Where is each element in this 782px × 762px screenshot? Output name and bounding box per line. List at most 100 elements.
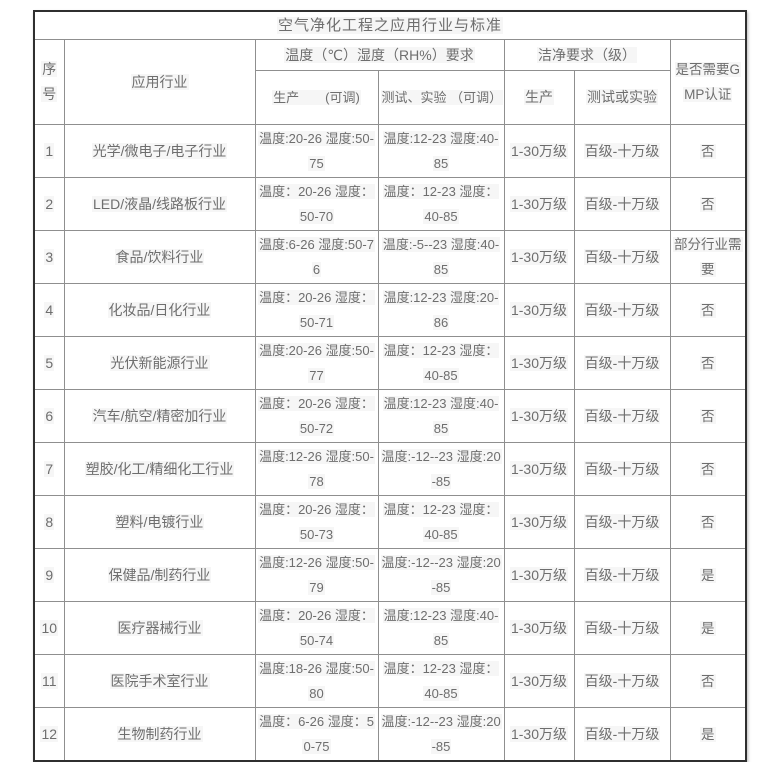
cell-clean-testing: 百级-十万级	[573, 654, 671, 708]
cell-clean-production: 1-30万级	[503, 707, 575, 762]
cell-row-number: 9	[33, 548, 65, 602]
table-title-text: 空气净化工程之应用行业与标准	[277, 17, 504, 34]
cell-temp-production: 温度:6-26 湿度:50-76	[254, 230, 379, 284]
cell-row-number: 7	[33, 442, 65, 496]
cell-temp-testing: 温度：12-23 湿度：40-85	[377, 336, 505, 390]
cell-temp-production: 温度：20-26 湿度：50-71	[254, 283, 379, 337]
cell-gmp: 否	[669, 124, 747, 178]
table-row: 11 医院手术室行业 温度:18-26 湿度:50-80 温度：12-23 湿度…	[33, 654, 747, 708]
cell-temp-testing: 温度:12-23 湿度:20-86	[377, 283, 505, 337]
header-row-groups: 序号 应用行业 温度（℃）湿度（RH%）要求 洁净要求（级） 是否需要GMP认证	[33, 39, 747, 125]
header-row-subcolumns: 生产 (可调) 测试、实验 （可调） 生产 测试或实验	[34, 70, 746, 125]
cell-temp-production: 温度:12-26 湿度:50-78	[254, 442, 379, 496]
header-temp-production: 生产 (可调)	[254, 70, 379, 125]
header-gmp: 是否需要GMP认证	[669, 39, 747, 125]
table-row: 12 生物制药行业 温度：6-26 湿度：50-75 温度:-12--23 湿度…	[33, 707, 747, 762]
cell-gmp: 是	[669, 601, 747, 655]
cell-industry: 保健品/制药行业	[63, 548, 256, 602]
cell-temp-testing: 温度：12-23 湿度：40-85	[377, 177, 505, 231]
cell-temp-production: 温度:20-26 湿度:50-77	[254, 336, 379, 390]
cell-industry: 化妆品/日化行业	[63, 283, 256, 337]
cell-clean-testing: 百级-十万级	[573, 601, 671, 655]
cell-row-number: 11	[33, 654, 65, 708]
cell-row-number: 12	[33, 707, 65, 762]
cell-clean-production: 1-30万级	[503, 336, 575, 390]
cell-clean-testing: 百级-十万级	[573, 336, 671, 390]
cell-temp-testing: 温度:-5--23 湿度:40-85	[377, 230, 505, 284]
cell-temp-production: 温度:12-26 湿度:50-79	[254, 548, 379, 602]
table-row: 6 汽车/航空/精密加行业 温度：20-26 湿度：50-72 温度:12-23…	[33, 389, 747, 443]
header-temp-humidity-group: 温度（℃）湿度（RH%）要求	[254, 39, 505, 71]
cell-row-number: 6	[33, 389, 65, 443]
cell-clean-production: 1-30万级	[503, 548, 575, 602]
table-title: 空气净化工程之应用行业与标准	[33, 10, 747, 40]
table-row: 5 光伏新能源行业 温度:20-26 湿度:50-77 温度：12-23 湿度：…	[33, 336, 747, 390]
cell-clean-production: 1-30万级	[503, 283, 575, 337]
cell-industry: 光伏新能源行业	[63, 336, 256, 390]
cell-row-number: 5	[33, 336, 65, 390]
cell-gmp: 否	[669, 283, 747, 337]
cell-clean-testing: 百级-十万级	[573, 389, 671, 443]
cell-temp-testing: 温度:12-23 湿度:40-85	[377, 124, 505, 178]
cell-temp-testing: 温度：12-23 湿度：40-85	[377, 654, 505, 708]
table-row: 4 化妆品/日化行业 温度：20-26 湿度：50-71 温度:12-23 湿度…	[33, 283, 747, 337]
cell-clean-testing: 百级-十万级	[573, 442, 671, 496]
header-industry: 应用行业	[63, 39, 256, 125]
cell-clean-testing: 百级-十万级	[573, 495, 671, 549]
cell-industry: 生物制药行业	[63, 707, 256, 762]
cell-gmp: 是	[669, 707, 747, 762]
cell-clean-production: 1-30万级	[503, 230, 575, 284]
cell-temp-production: 温度：20-26 湿度：50-73	[254, 495, 379, 549]
cell-gmp: 否	[669, 654, 747, 708]
cell-gmp: 否	[669, 177, 747, 231]
air-purification-standards-table: 空气净化工程之应用行业与标准 序号 应用行业 温度（℃）湿度（RH%）要求 洁净…	[33, 10, 748, 762]
cell-gmp: 否	[669, 495, 747, 549]
cell-row-number: 2	[33, 177, 65, 231]
table-row: 7 塑胶/化工/精细化工行业 温度:12-26 湿度:50-78 温度:-12-…	[33, 442, 747, 496]
cell-industry: 塑料/电镀行业	[63, 495, 256, 549]
cell-industry: LED/液晶/线路板行业	[63, 177, 256, 231]
cell-temp-production: 温度：20-26 湿度：50-72	[254, 389, 379, 443]
cell-temp-production: 温度：20-26 湿度：50-74	[254, 601, 379, 655]
cell-clean-production: 1-30万级	[503, 177, 575, 231]
cell-clean-testing: 百级-十万级	[573, 283, 671, 337]
cell-row-number: 8	[33, 495, 65, 549]
header-cleanliness-group: 洁净要求（级）	[503, 39, 671, 71]
cell-row-number: 10	[33, 601, 65, 655]
cell-row-number: 3	[33, 230, 65, 284]
cell-row-number: 4	[33, 283, 65, 337]
cell-temp-production: 温度：20-26 湿度：50-70	[254, 177, 379, 231]
cell-gmp: 否	[669, 442, 747, 496]
cell-clean-production: 1-30万级	[503, 442, 575, 496]
header-temp-testing: 测试、实验 （可调）	[377, 70, 505, 125]
cell-temp-testing: 温度：12-23 湿度：40-85	[377, 495, 505, 549]
cell-temp-testing: 温度:12-23 湿度:40-85	[377, 601, 505, 655]
cell-industry: 光学/微电子/电子行业	[63, 124, 256, 178]
cell-industry: 食品/饮料行业	[63, 230, 256, 284]
cell-temp-production: 温度：6-26 湿度：50-75	[254, 707, 379, 762]
header-clean-testing: 测试或实验	[573, 70, 671, 125]
cell-industry: 医疗器械行业	[63, 601, 256, 655]
cell-gmp: 否	[669, 336, 747, 390]
table-row: 10 医疗器械行业 温度：20-26 湿度：50-74 温度:12-23 湿度:…	[33, 601, 747, 655]
cell-temp-testing: 温度:-12--23 湿度:20-85	[377, 707, 505, 762]
page-content: 空气净化工程之应用行业与标准 序号 应用行业 温度（℃）湿度（RH%）要求 洁净…	[33, 10, 748, 762]
cell-gmp: 是	[669, 548, 747, 602]
cell-temp-testing: 温度:12-23 湿度:40-85	[377, 389, 505, 443]
cell-clean-testing: 百级-十万级	[573, 124, 671, 178]
table-row: 8 塑料/电镀行业 温度：20-26 湿度：50-73 温度：12-23 湿度：…	[33, 495, 747, 549]
table-body: 空气净化工程之应用行业与标准 序号 应用行业 温度（℃）湿度（RH%）要求 洁净…	[33, 10, 747, 762]
cell-gmp: 否	[669, 389, 747, 443]
cell-clean-testing: 百级-十万级	[573, 548, 671, 602]
cell-industry: 塑胶/化工/精细化工行业	[63, 442, 256, 496]
cell-industry: 汽车/航空/精密加行业	[63, 389, 256, 443]
cell-clean-testing: 百级-十万级	[573, 707, 671, 762]
table-row: 2 LED/液晶/线路板行业 温度：20-26 湿度：50-70 温度：12-2…	[33, 177, 747, 231]
cell-clean-testing: 百级-十万级	[573, 230, 671, 284]
table-row: 9 保健品/制药行业 温度:12-26 湿度:50-79 温度:-12--23 …	[33, 548, 747, 602]
cell-clean-production: 1-30万级	[503, 495, 575, 549]
cell-gmp: 部分行业需要	[669, 230, 747, 284]
table-row: 3 食品/饮料行业 温度:6-26 湿度:50-76 温度:-5--23 湿度:…	[33, 230, 747, 284]
cell-temp-testing: 温度:-12--23 湿度:20-85	[377, 442, 505, 496]
cell-temp-production: 温度:18-26 湿度:50-80	[254, 654, 379, 708]
